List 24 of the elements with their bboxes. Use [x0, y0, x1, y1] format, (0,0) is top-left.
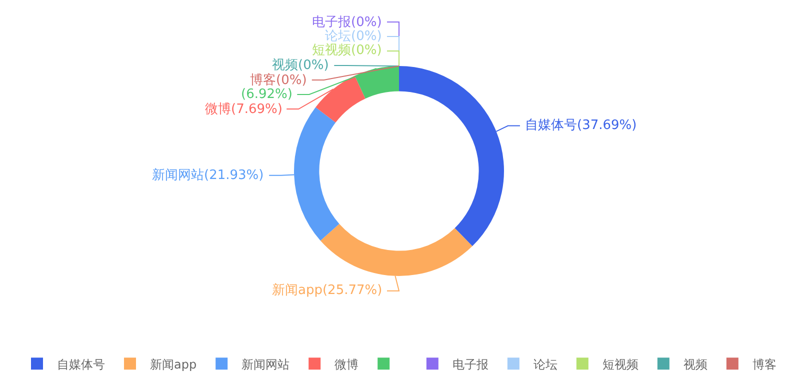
legend-label: 电子报 [452, 357, 488, 372]
text: 论坛(0%) [325, 29, 382, 44]
data-label: 微博(7.69%) [205, 102, 282, 117]
legend-label: 微博 [334, 357, 359, 372]
text: 电子报(0%) [312, 15, 382, 30]
legend-label: 视频 [683, 357, 708, 372]
data-label: 新闻app(25.77%) [272, 283, 382, 298]
legend-label: 博客 [752, 357, 776, 372]
text: 视频(0%) [272, 58, 329, 73]
legend-label: 新闻app [150, 357, 197, 372]
donut-slice [354, 66, 399, 99]
data-label: 自媒体号(37.69%) [525, 118, 637, 133]
donut-slice [316, 76, 366, 123]
data-label: 新闻网站(21.93%) [152, 168, 264, 183]
donut-slice [320, 224, 472, 276]
data-label: (6.92%) [241, 87, 292, 102]
legend-label: 短视频 [602, 357, 638, 372]
text: 短视频(0%) [312, 43, 382, 58]
legend-label: 新闻网站 [242, 357, 290, 372]
text: 博客(0%) [250, 73, 307, 88]
donut-slice [294, 107, 340, 241]
legend-label: 论坛 [533, 357, 558, 372]
donut-slice [399, 66, 504, 246]
legend-label: 自媒体号 [57, 357, 105, 372]
